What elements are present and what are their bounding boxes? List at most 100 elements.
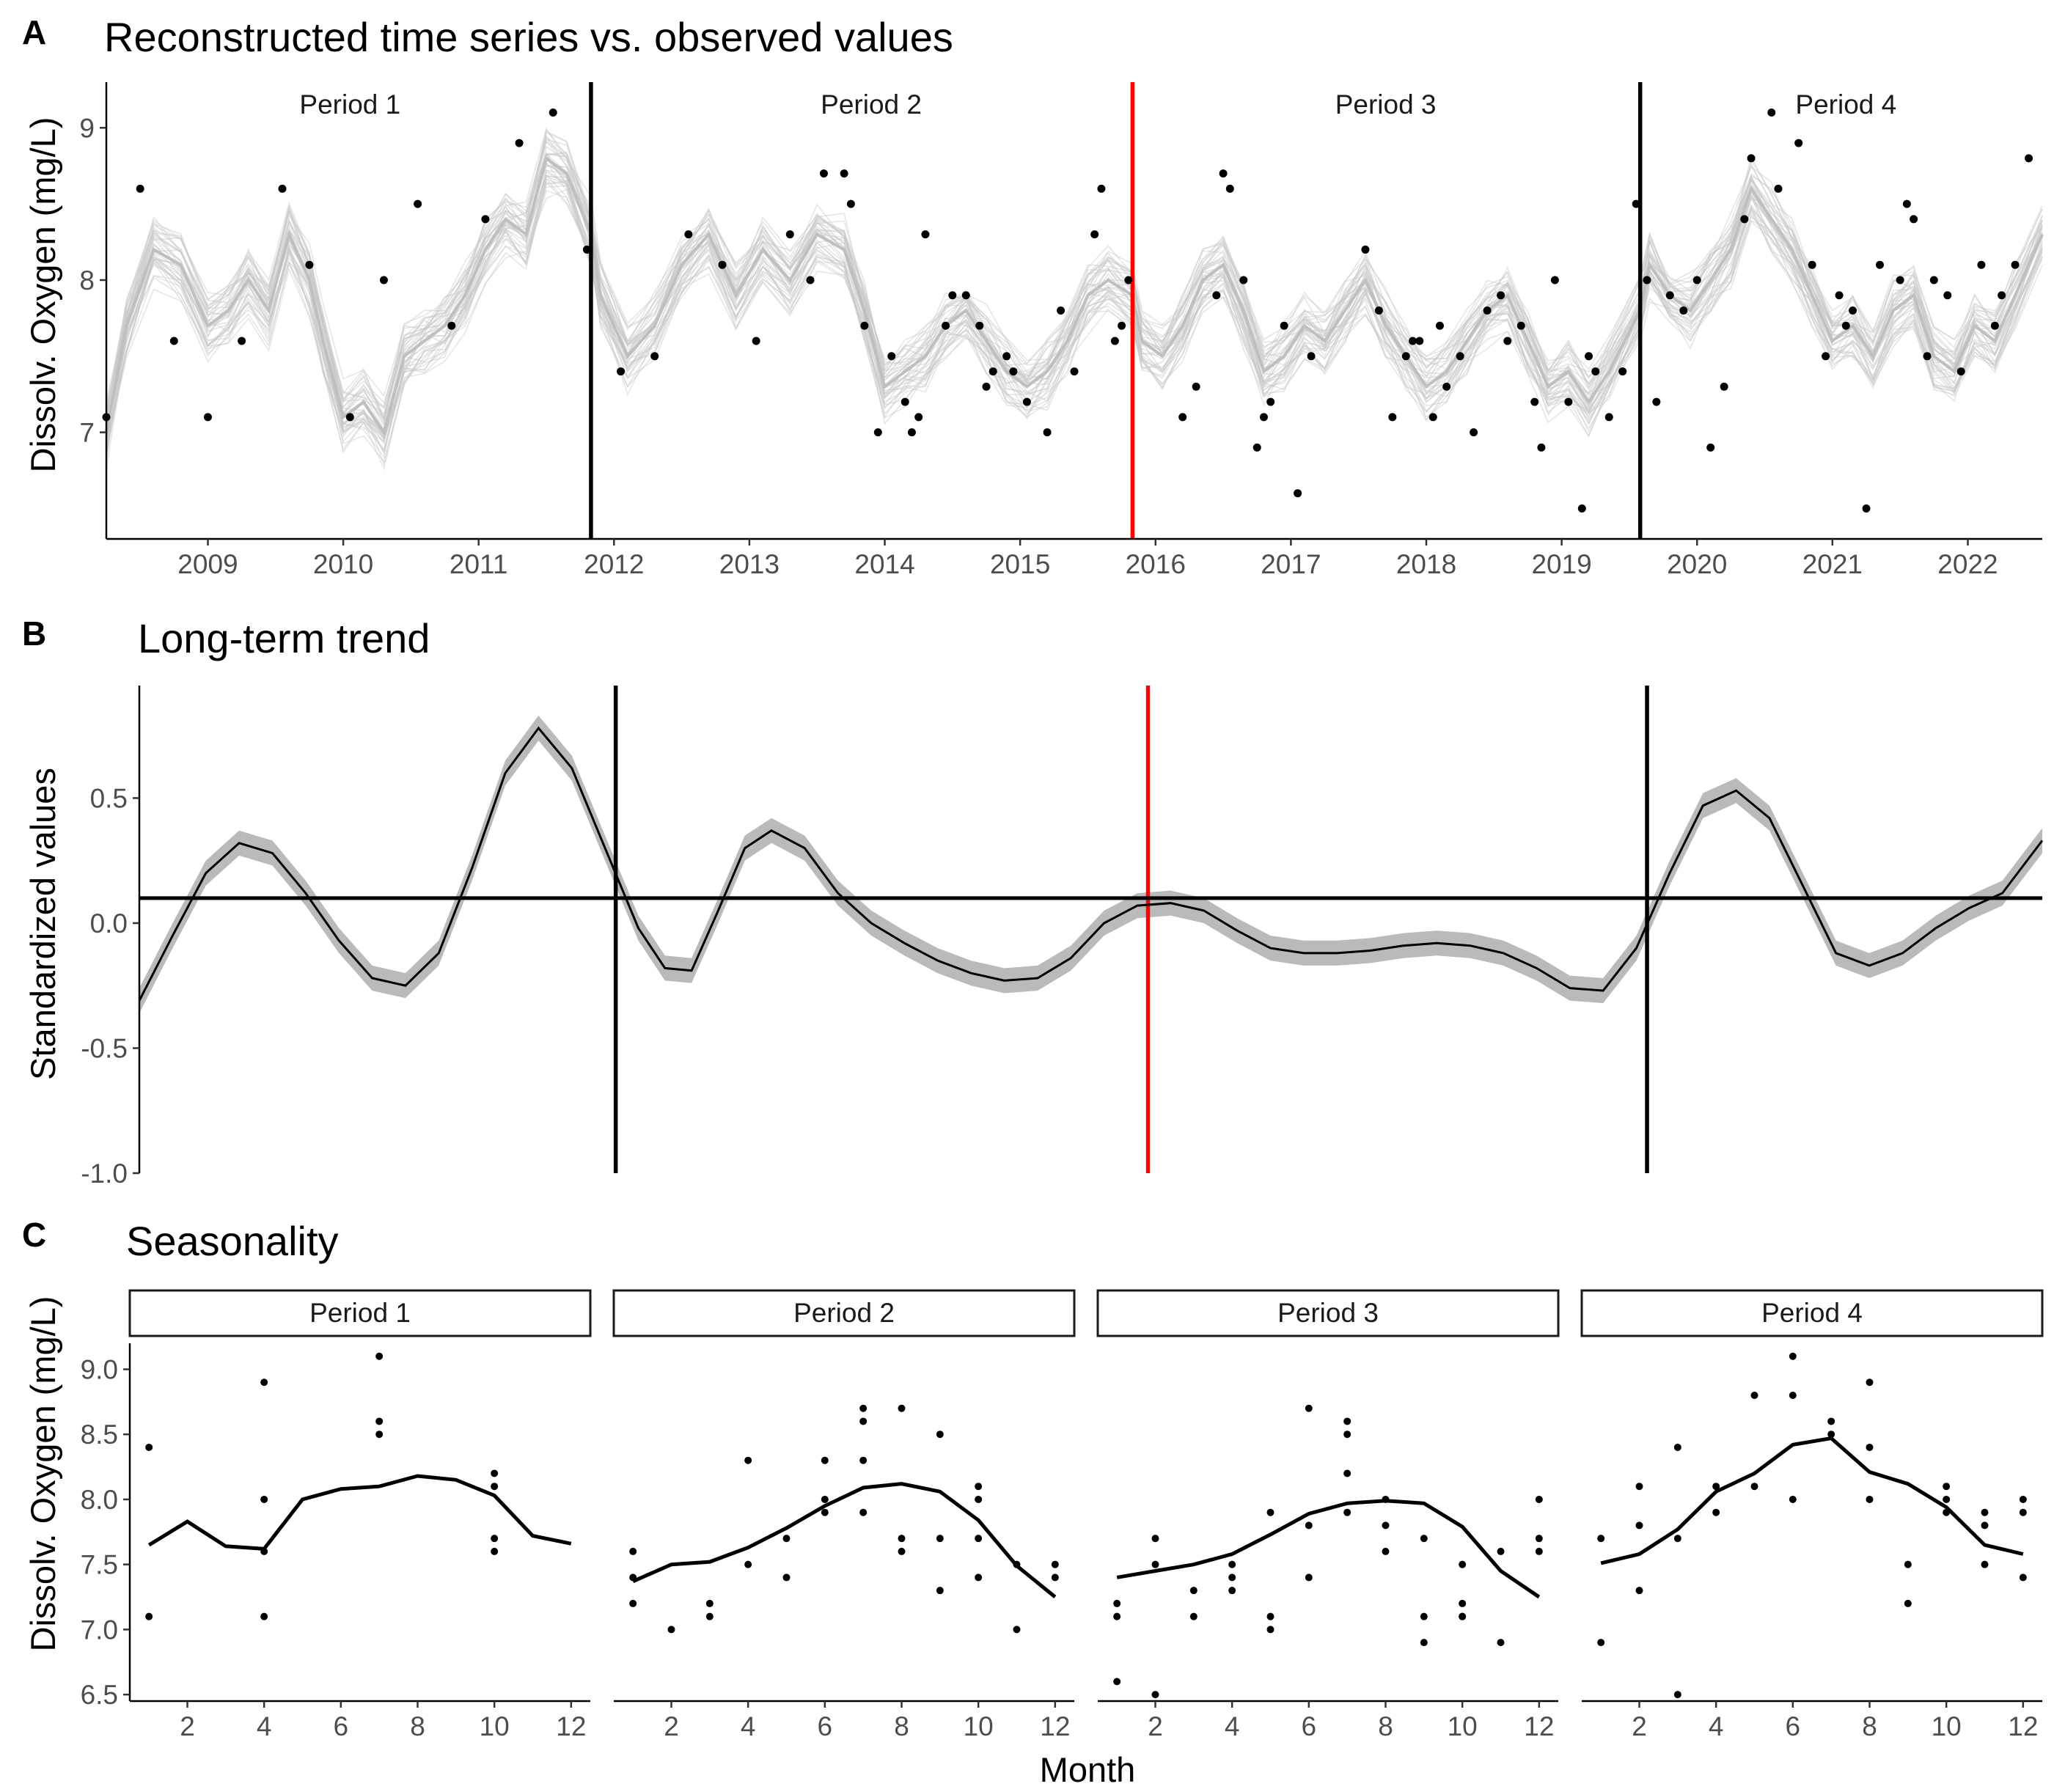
observed-point bbox=[1896, 276, 1904, 284]
ensemble-line bbox=[106, 178, 2043, 452]
y-tick-label: 8 bbox=[79, 265, 95, 295]
observed-point bbox=[2011, 260, 2020, 269]
ensemble-line bbox=[106, 161, 2043, 438]
observed-point bbox=[1470, 428, 1478, 437]
observed-point bbox=[1747, 154, 1756, 163]
x-tick-label: 6 bbox=[1302, 1711, 1317, 1741]
y-tick-label: 7.0 bbox=[81, 1615, 118, 1645]
observed-point bbox=[1259, 413, 1268, 422]
ensemble-line bbox=[106, 151, 2043, 431]
seasonal-point bbox=[1789, 1391, 1797, 1399]
observed-point bbox=[1307, 352, 1316, 361]
seasonal-point bbox=[898, 1404, 906, 1412]
panel-b-letter: B bbox=[22, 614, 46, 653]
observed-point bbox=[1057, 306, 1065, 315]
seasonal-point bbox=[1904, 1599, 1912, 1607]
y-tick-label: -0.5 bbox=[81, 1033, 128, 1063]
facet-2: Period 2 2 4 6 8 10 12 bbox=[612, 1289, 1076, 1741]
ensemble-line bbox=[106, 153, 2043, 427]
seasonal-point bbox=[1420, 1612, 1428, 1620]
seasonal-point bbox=[975, 1495, 983, 1503]
seasonal-point bbox=[936, 1431, 944, 1439]
observed-point bbox=[989, 367, 997, 376]
period-label: Period 3 bbox=[1335, 89, 1437, 120]
ensemble-line bbox=[106, 139, 2043, 437]
observed-point bbox=[1401, 352, 1410, 361]
observed-point bbox=[1767, 109, 1776, 117]
ensemble-line bbox=[106, 189, 2043, 456]
panel-b-title: Long-term trend bbox=[138, 615, 430, 661]
seasonal-point bbox=[491, 1469, 499, 1477]
observed-point bbox=[1849, 306, 1857, 315]
ensemble-line bbox=[106, 188, 2043, 454]
seasonal-point bbox=[821, 1508, 829, 1516]
observed-point bbox=[1409, 337, 1417, 345]
seasonal-point bbox=[260, 1378, 268, 1387]
ensemble-line bbox=[106, 154, 2043, 436]
ensemble-line bbox=[106, 152, 2043, 430]
observed-point bbox=[1002, 352, 1011, 361]
panel-a-ensemble-layer bbox=[105, 127, 2044, 471]
period-label: Period 1 bbox=[299, 89, 400, 120]
observed-point bbox=[379, 276, 388, 284]
panel-a: A Reconstructed time series vs. observed… bbox=[22, 13, 2044, 579]
observed-point bbox=[1118, 321, 1126, 330]
observed-point bbox=[414, 199, 422, 208]
facet-strip bbox=[1096, 1289, 1560, 1337]
panel-c-letter: C bbox=[22, 1216, 46, 1254]
observed-point bbox=[1497, 291, 1505, 300]
panel-c-ylabel: Dissolv. Oxygen (mg/L) bbox=[23, 1296, 62, 1652]
observed-point bbox=[1618, 367, 1627, 376]
panel-c-xlabel: Month bbox=[1040, 1750, 1136, 1789]
x-tick-label: 4 bbox=[257, 1711, 272, 1741]
seasonal-point bbox=[1750, 1391, 1758, 1399]
observed-point bbox=[345, 413, 354, 422]
observed-point bbox=[1923, 352, 1932, 361]
seasonal-point bbox=[1459, 1599, 1467, 1607]
seasonal-point bbox=[1420, 1639, 1428, 1647]
y-tick-label: 6.5 bbox=[81, 1680, 118, 1710]
x-tick-label: 2019 bbox=[1531, 549, 1591, 579]
facet-strip-label: Period 2 bbox=[793, 1298, 895, 1328]
seasonal-point bbox=[859, 1456, 868, 1464]
seasonal-point bbox=[1113, 1599, 1121, 1607]
observed-point bbox=[1550, 276, 1559, 284]
observed-point bbox=[901, 397, 909, 406]
observed-point bbox=[1720, 382, 1728, 391]
ensemble-line bbox=[106, 131, 2043, 411]
seasonal-point bbox=[1635, 1483, 1643, 1491]
observed-point bbox=[752, 337, 760, 345]
seasonal-point bbox=[1013, 1626, 1021, 1634]
seasonal-point bbox=[1943, 1483, 1951, 1491]
observed-point bbox=[1097, 184, 1106, 193]
observed-point bbox=[1225, 184, 1234, 193]
trend-line bbox=[138, 726, 2044, 1002]
observed-point bbox=[2025, 154, 2033, 163]
x-tick-label: 2017 bbox=[1261, 549, 1321, 579]
observed-point bbox=[1604, 413, 1613, 422]
x-tick-label: 2015 bbox=[990, 549, 1050, 579]
ensemble-line bbox=[106, 169, 2043, 471]
observed-point bbox=[1862, 504, 1871, 513]
observed-point bbox=[1665, 291, 1674, 300]
observed-point bbox=[1110, 337, 1119, 345]
observed-point bbox=[481, 215, 490, 224]
observed-point bbox=[961, 291, 970, 300]
y-tick-label: 8.5 bbox=[81, 1420, 118, 1450]
x-tick-label: 2022 bbox=[1937, 549, 1998, 579]
x-tick-label: 2018 bbox=[1396, 549, 1456, 579]
seasonal-point bbox=[491, 1535, 499, 1543]
facet-strip-label: Period 3 bbox=[1277, 1298, 1379, 1328]
facet-strip-label: Period 1 bbox=[309, 1298, 411, 1328]
seasonal-point bbox=[629, 1547, 637, 1555]
seasonal-point bbox=[1051, 1573, 1059, 1582]
observed-point bbox=[1219, 169, 1228, 178]
seasonal-point bbox=[705, 1599, 714, 1607]
observed-point bbox=[948, 291, 957, 300]
seasonal-mean-line bbox=[1600, 1436, 2024, 1565]
panel-a-period-labels: Period 1 Period 2 Period 3 Period 4 bbox=[299, 89, 1896, 120]
observed-point bbox=[1043, 428, 1052, 437]
seasonal-point bbox=[975, 1483, 983, 1491]
observed-point bbox=[1483, 306, 1492, 315]
observed-point bbox=[887, 352, 896, 361]
